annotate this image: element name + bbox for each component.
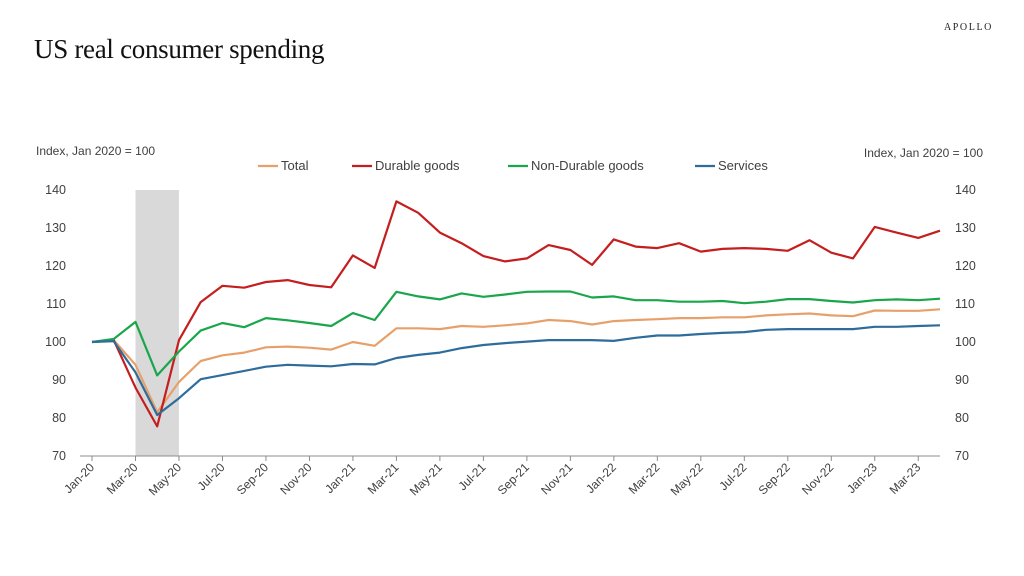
y-tick-label-left: 90	[52, 373, 66, 387]
y-tick-label-left: 130	[45, 221, 66, 235]
x-tick-label: Jul-22	[716, 460, 749, 493]
x-tick-label: Sep-20	[234, 460, 271, 497]
y-axis-label-right: Index, Jan 2020 = 100	[864, 146, 983, 160]
x-tick-label: Jan-23	[844, 460, 880, 496]
series-line-durable-goods	[91, 200, 941, 428]
x-tick-label: Nov-20	[277, 460, 314, 497]
legend: Total Durable goods Non-Durable goods Servi…	[258, 158, 768, 173]
axes: Jan-20 Mar-20 May-20 Jul-20 Sep-20 Nov-20 Jan-…	[45, 183, 976, 498]
recession-shading	[135, 190, 179, 456]
series-layer	[91, 200, 941, 428]
x-tick-label: May-20	[146, 460, 184, 498]
y-tick-label-left: 140	[45, 183, 66, 197]
y-tick-label-left: 80	[52, 411, 66, 425]
legend-label-durable-goods: Durable goods	[375, 158, 460, 173]
x-tick-label: Jan-21	[322, 460, 358, 496]
x-tick-label: May-21	[407, 460, 445, 498]
y-tick-label-right: 110	[955, 297, 975, 311]
x-tick-label: Jul-21	[455, 460, 488, 493]
x-tick-label: May-22	[668, 460, 706, 498]
page-title: US real consumer spending	[34, 34, 325, 64]
series-line-services	[91, 324, 941, 417]
x-tick-label: Sep-22	[756, 460, 793, 497]
y-tick-label-right: 140	[955, 183, 976, 197]
y-tick-label-right: 80	[955, 411, 969, 425]
y-axis-label-left: Index, Jan 2020 = 100	[36, 144, 155, 158]
x-tick-label: Sep-21	[495, 460, 532, 497]
x-tick-label: Jul-20	[195, 460, 228, 493]
y-tick-label-right: 120	[955, 259, 976, 273]
y-tick-label-right: 100	[955, 335, 976, 349]
recession-shading-layer	[135, 190, 179, 456]
y-tick-label-right: 130	[955, 221, 976, 235]
y-tick-label-left: 100	[45, 335, 66, 349]
y-tick-label-right: 70	[955, 449, 969, 463]
series-line-non-durable-goods	[91, 290, 941, 377]
x-tick-label: Mar-23	[887, 460, 924, 497]
x-tick-label: Mar-20	[104, 460, 141, 497]
legend-label-services: Services	[718, 158, 768, 173]
legend-label-non-durable-goods: Non-Durable goods	[531, 158, 644, 173]
y-tick-label-left: 120	[45, 259, 66, 273]
y-tick-label-right: 90	[955, 373, 969, 387]
legend-label-total: Total	[281, 158, 309, 173]
x-tick-label: Nov-22	[799, 460, 836, 497]
x-tick-label: Mar-22	[626, 460, 663, 497]
y-tick-label-left: 110	[46, 297, 66, 311]
y-tick-label-left: 70	[52, 449, 66, 463]
x-tick-label: Jan-20	[61, 460, 97, 496]
x-tick-label: Jan-22	[583, 460, 619, 496]
x-tick-label: Nov-21	[538, 460, 575, 497]
brand-logo: APOLLO	[943, 22, 993, 33]
series-line-total	[91, 308, 941, 414]
x-tick-label: Mar-21	[365, 460, 402, 497]
